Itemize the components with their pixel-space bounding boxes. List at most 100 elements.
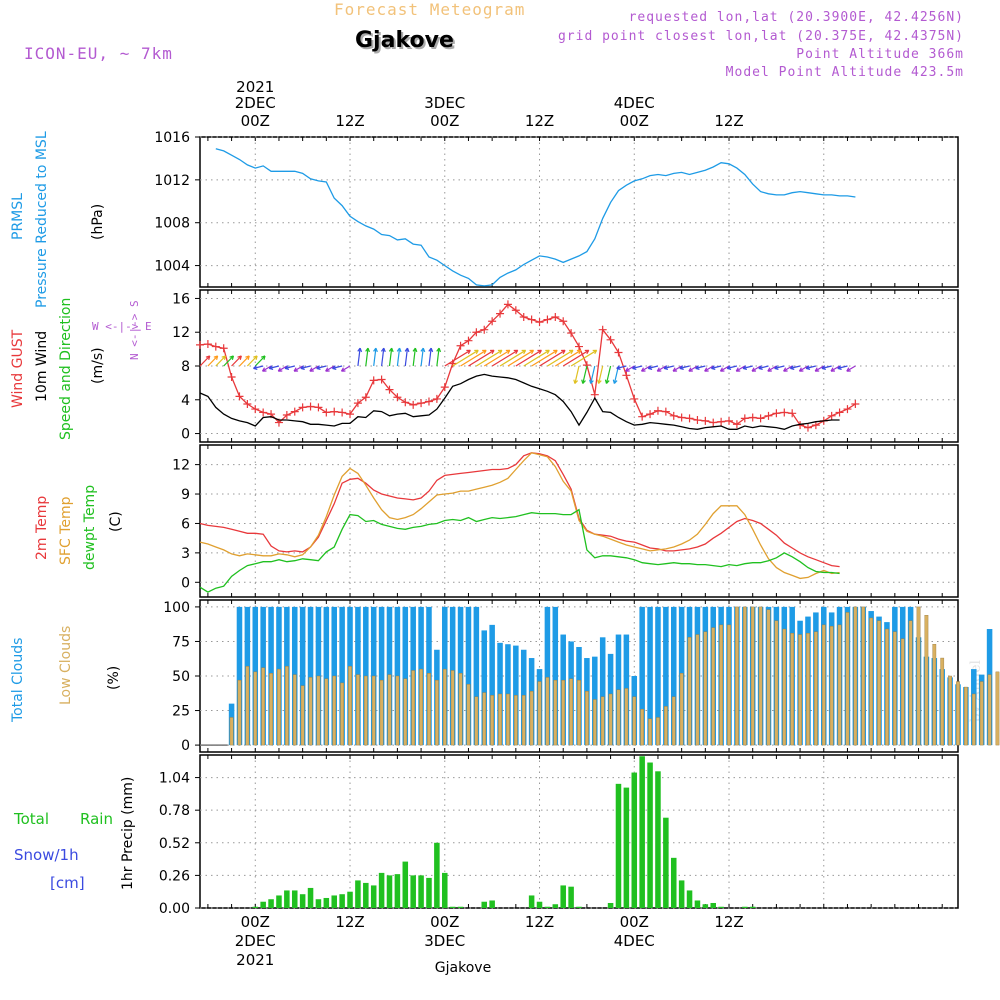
- wind-arrow-head: [758, 365, 763, 370]
- wind-arrow: [420, 348, 424, 367]
- top-hour-label: 12Z: [525, 112, 554, 130]
- gust-marker: [732, 420, 741, 429]
- wind-arrow: [582, 365, 588, 384]
- wind-arrow-head: [632, 365, 637, 370]
- y-tick-label: 0.52: [159, 836, 190, 852]
- rain-bar: [339, 894, 345, 908]
- wind-arrow-head: [596, 379, 602, 384]
- gust-marker: [748, 413, 757, 422]
- total-label: Total: [14, 810, 50, 828]
- y-tick-label: 1004: [154, 259, 190, 275]
- wind-arrow-head: [325, 367, 330, 372]
- wind-arrow-head: [735, 367, 741, 372]
- wind-arrow: [412, 348, 416, 367]
- low-cloud-bar: [585, 691, 589, 746]
- rain-bar: [402, 861, 409, 908]
- panel-0: 1004 1008 1012 1016: [154, 130, 959, 288]
- wind-arrow: [452, 349, 479, 367]
- low-cloud-bar: [592, 699, 597, 746]
- wind-arrow-head: [340, 367, 346, 372]
- wind-arrow-head: [805, 365, 811, 370]
- wind-arrow-head: [245, 355, 250, 360]
- wind-arrow-head: [388, 347, 394, 353]
- top-hour-label: 12Z: [335, 112, 364, 130]
- total-cloud-bar: [307, 606, 314, 746]
- total-cloud-bar: [544, 606, 551, 746]
- wind-arrow-head: [373, 347, 378, 353]
- y-tick-label: 3: [181, 546, 190, 562]
- low-cloud-bar: [395, 675, 400, 746]
- total-cloud-bar: [339, 606, 345, 746]
- wind-arrow: [539, 349, 566, 367]
- rain-bar: [710, 902, 716, 908]
- low-cloud-bar: [821, 624, 826, 746]
- wind-arrow-head: [711, 365, 716, 370]
- gust-marker: [338, 408, 347, 417]
- low-cloud-bar: [490, 695, 495, 746]
- low-cloud-bar: [363, 675, 368, 746]
- rain-bar: [560, 885, 566, 908]
- bottom-hour-label: 12Z: [714, 913, 743, 931]
- gust-marker: [677, 413, 686, 422]
- y-tick-label: 1016: [154, 130, 190, 146]
- gust-marker: [298, 403, 307, 412]
- gust-marker: [488, 317, 497, 326]
- rain-bar: [268, 899, 274, 908]
- wind-arrow: [806, 365, 817, 369]
- wind-arrow: [215, 355, 226, 367]
- wind-arrow-head: [474, 349, 479, 355]
- low-cloud-bar: [269, 673, 273, 746]
- low-cloud-bar: [964, 686, 968, 746]
- rain-bar: [299, 894, 306, 908]
- low-cloud-bar: [814, 631, 818, 746]
- wind-arrow-head: [293, 367, 299, 372]
- gust-marker: [306, 402, 315, 411]
- low-cloud-bar: [853, 606, 858, 746]
- wind-arrow: [483, 349, 511, 367]
- wind-arrow: [774, 365, 785, 369]
- gust-marker: [622, 371, 631, 380]
- wind-arrow-head: [604, 379, 610, 384]
- gust-marker: [851, 400, 860, 408]
- rain-bar: [742, 906, 748, 908]
- rain-bar: [457, 906, 464, 908]
- wind-arrow-head: [679, 365, 684, 370]
- y-tick-label: 4: [181, 393, 190, 409]
- gust-marker: [685, 414, 694, 423]
- wind-arrow-head: [253, 355, 258, 360]
- bottom-year-label: 2021: [236, 951, 274, 969]
- wind-arrow-head: [205, 355, 211, 360]
- bottom-day-label: 3DEC: [424, 932, 465, 950]
- wind-arrow: [199, 355, 211, 367]
- rain-bar: [528, 895, 535, 908]
- wind-arrow-head: [309, 367, 314, 372]
- wind-arrow: [735, 365, 746, 372]
- wind-arrow-head: [837, 365, 842, 370]
- rain-bar: [442, 872, 448, 908]
- low-cloud-bar: [663, 706, 668, 746]
- rain-bar: [426, 877, 432, 908]
- wind-arrow-head: [573, 379, 579, 384]
- low-cloud-bar: [750, 606, 755, 746]
- low-cloud-bar: [687, 637, 692, 746]
- gust-marker: [803, 423, 812, 432]
- wind-arrow: [695, 365, 706, 369]
- wind-arrow-head: [830, 367, 836, 372]
- low-cloud-bar: [229, 717, 234, 746]
- snow-label: Snow/1h: [14, 846, 79, 864]
- y-tick-label: 12: [172, 458, 190, 474]
- wind-arrow-head: [742, 365, 748, 370]
- wind-arrow-head: [229, 355, 235, 360]
- panel-frame: [199, 136, 959, 288]
- rain-bar: [481, 901, 488, 908]
- wind-arrow: [799, 365, 809, 372]
- bottom-caption: Gjakove: [435, 960, 491, 976]
- low-cloud-bar: [892, 631, 897, 746]
- wind-arrow-head: [612, 379, 618, 384]
- wind-arrow-head: [365, 347, 371, 353]
- y-tick-label: 0: [181, 427, 190, 443]
- gust-marker: [575, 342, 583, 351]
- wind-arrow: [574, 365, 580, 384]
- wind-arrow: [269, 365, 280, 369]
